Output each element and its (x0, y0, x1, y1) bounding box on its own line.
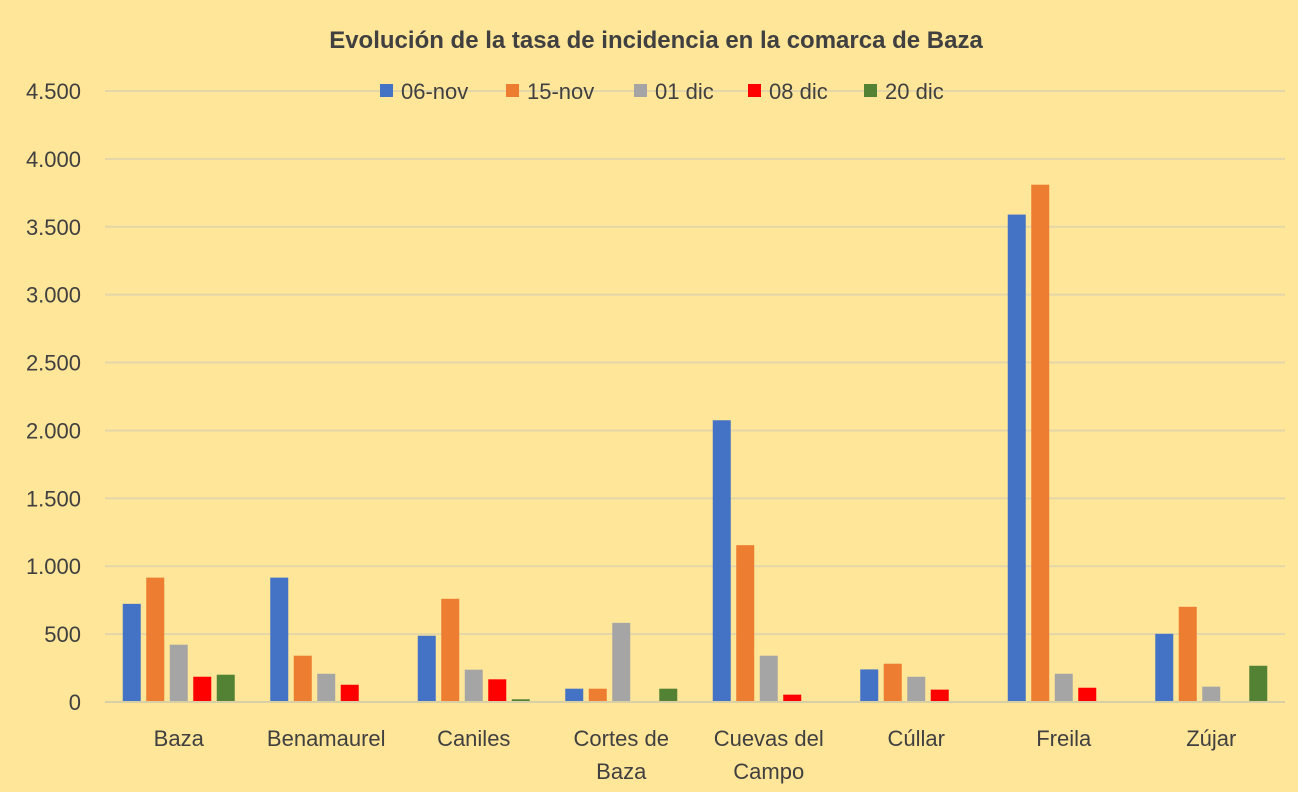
bar-01-dic-5 (907, 676, 926, 702)
bar-06-nov-3 (565, 688, 584, 702)
bar-06-nov-1 (270, 577, 289, 702)
bar-06-nov-6 (1007, 214, 1026, 702)
bar-06-nov-5 (860, 669, 879, 702)
x-tick-label: Baza (154, 726, 205, 751)
y-tick-label: 0 (69, 690, 81, 715)
y-tick-label: 3.500 (26, 215, 81, 240)
bar-08-dic-4 (783, 694, 802, 702)
x-tick-label: Freila (1036, 726, 1092, 751)
legend-swatch (748, 84, 761, 97)
bar-08-dic-2 (488, 679, 507, 702)
legend: 06-nov 15-nov 01 dic 08 dic 20 dic (380, 79, 944, 104)
legend-label: 06-nov (401, 79, 468, 104)
y-tick-label: 4.500 (26, 79, 81, 104)
bar-15-nov-0 (146, 577, 165, 702)
bar-15-nov-3 (588, 688, 607, 702)
bar-20-dic-0 (216, 674, 235, 702)
bar-15-nov-5 (883, 663, 902, 702)
x-tick-label: Zújar (1186, 726, 1236, 751)
x-tick-label: Cúllar (888, 726, 945, 751)
y-tick-label: 1.000 (26, 554, 81, 579)
bar-15-nov-7 (1178, 606, 1197, 702)
legend-swatch (380, 84, 393, 97)
legend-swatch (864, 84, 877, 97)
bar-15-nov-1 (293, 655, 312, 702)
bar-01-dic-1 (317, 673, 336, 702)
legend-label: 20 dic (885, 79, 944, 104)
bar-08-dic-1 (340, 684, 359, 702)
y-tick-label: 2.500 (26, 351, 81, 376)
bar-01-dic-7 (1202, 686, 1221, 702)
y-tick-label: 1.500 (26, 486, 81, 511)
bar-08-dic-5 (930, 689, 949, 702)
bar-06-nov-7 (1155, 633, 1174, 702)
legend-swatch (634, 84, 647, 97)
x-tick-label: Benamaurel (267, 726, 386, 751)
bar-20-dic-7 (1249, 665, 1268, 702)
y-tick-label: 500 (44, 622, 81, 647)
legend-swatch (506, 84, 519, 97)
bar-06-nov-2 (417, 635, 436, 702)
x-tick-label: Cortes de (574, 726, 669, 751)
gridlines (105, 90, 1285, 703)
bar-06-nov-4 (712, 420, 731, 702)
bar-01-dic-0 (169, 644, 188, 702)
y-axis-ticks: 0 500 1.000 1.500 2.000 2.500 3.000 3.500 4.000 4… (26, 79, 81, 715)
legend-label: 01 dic (655, 79, 714, 104)
y-tick-label: 4.000 (26, 147, 81, 172)
x-tick-label: Cuevas del (714, 726, 824, 751)
bar-01-dic-2 (464, 669, 483, 702)
bar-01-dic-3 (612, 622, 631, 702)
chart-title: Evolución de la tasa de incidencia en la… (329, 27, 983, 54)
legend-label: 08 dic (769, 79, 828, 104)
bar-01-dic-4 (759, 655, 778, 702)
legend-label: 15-nov (527, 79, 594, 104)
bar-08-dic-0 (193, 676, 212, 702)
bar-15-nov-6 (1031, 184, 1050, 703)
x-tick-label: Baza (596, 759, 647, 784)
x-tick-label: Caniles (437, 726, 510, 751)
bar-20-dic-2 (511, 699, 530, 702)
x-axis-ticks: Baza Benamaurel Caniles Cortes de Baza Cuevas… (154, 726, 1237, 784)
bars (105, 184, 1285, 703)
bar-15-nov-4 (736, 545, 755, 702)
bar-06-nov-0 (122, 603, 141, 702)
y-tick-label: 2.000 (26, 418, 81, 443)
x-tick-label: Campo (733, 759, 804, 784)
bar-01-dic-6 (1054, 673, 1073, 702)
y-tick-label: 3.000 (26, 283, 81, 308)
bar-15-nov-2 (441, 598, 460, 702)
bar-20-dic-3 (659, 688, 678, 702)
bar-08-dic-6 (1078, 687, 1097, 702)
